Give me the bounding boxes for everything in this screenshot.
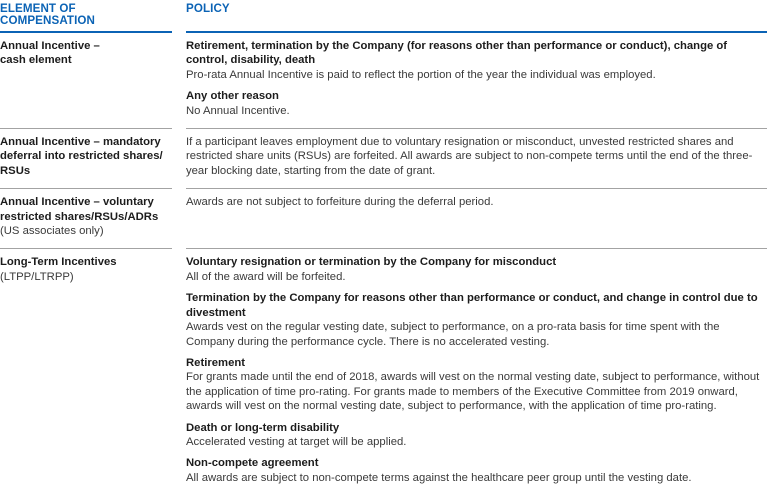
element-cell: Annual Incentive – voluntary restricted … — [0, 189, 172, 250]
policy-section-body: Pro-rata Annual Incentive is paid to ref… — [186, 68, 656, 81]
element-title: Long-Term Incentives — [0, 256, 117, 269]
policy-section-body: For grants made until the end of 2018, a… — [186, 371, 760, 413]
element-title: Annual Incentive – voluntary restricted … — [0, 196, 159, 223]
policy-section-heading: Death or long-term disability — [186, 421, 340, 434]
policy-section-heading: Non-compete agreement — [186, 457, 319, 470]
policy-cell: Voluntary resignation or termination by … — [186, 249, 767, 494]
element-cell: Annual Incentive – cash element — [0, 33, 172, 130]
policy-section-body: Awards vest on the regular vesting date,… — [186, 321, 720, 348]
policy-section: Termination by the Company for reasons o… — [186, 291, 767, 349]
element-title: Annual Incentive – mandatory deferral in… — [0, 136, 163, 177]
policy-section: Retirement For grants made until the end… — [186, 356, 767, 414]
policy-section-body: Awards are not subject to forfeiture dur… — [186, 196, 494, 209]
policy-section-body: If a participant leaves employment due t… — [186, 136, 753, 177]
policy-section-body: Accelerated vesting at target will be ap… — [186, 435, 407, 448]
policy-cell: Retirement, termination by the Company (… — [186, 33, 767, 130]
policy-cell: If a participant leaves employment due t… — [186, 129, 767, 190]
element-subtitle: (US associates only) — [0, 225, 104, 238]
policy-section-heading: Voluntary resignation or termination by … — [186, 256, 557, 269]
column-header-element-of-compensation: ELEMENT OF COMPENSATION — [0, 0, 172, 33]
policy-section-heading: Retirement, termination by the Company (… — [186, 40, 728, 67]
policy-section: Any other reason No Annual Incentive. — [186, 89, 767, 118]
column-header-policy: POLICY — [186, 0, 767, 33]
policy-section-heading: Any other reason — [186, 90, 279, 103]
policy-section-body: No Annual Incentive. — [186, 104, 290, 117]
element-cell: Long-Term Incentives (LTPP/LTRPP) — [0, 249, 172, 494]
policy-cell: Awards are not subject to forfeiture dur… — [186, 189, 767, 250]
policy-section: Non-compete agreement All awards are sub… — [186, 456, 767, 485]
policy-section-body: All awards are subject to non-compete te… — [186, 471, 692, 484]
policy-section: Death or long-term disability Accelerate… — [186, 421, 767, 450]
policy-section-heading: Retirement — [186, 356, 246, 369]
policy-section-body: All of the award will be forfeited. — [186, 270, 346, 283]
policy-section: If a participant leaves employment due t… — [186, 135, 767, 178]
policy-section: Retirement, termination by the Company (… — [186, 39, 767, 82]
policy-section: Voluntary resignation or termination by … — [186, 255, 767, 284]
element-title: Annual Incentive – cash element — [0, 40, 100, 67]
element-cell: Annual Incentive – mandatory deferral in… — [0, 129, 172, 190]
policy-section-heading: Termination by the Company for reasons o… — [186, 292, 758, 319]
policy-section: Awards are not subject to forfeiture dur… — [186, 195, 767, 209]
element-subtitle: (LTPP/LTRPP) — [0, 270, 74, 283]
